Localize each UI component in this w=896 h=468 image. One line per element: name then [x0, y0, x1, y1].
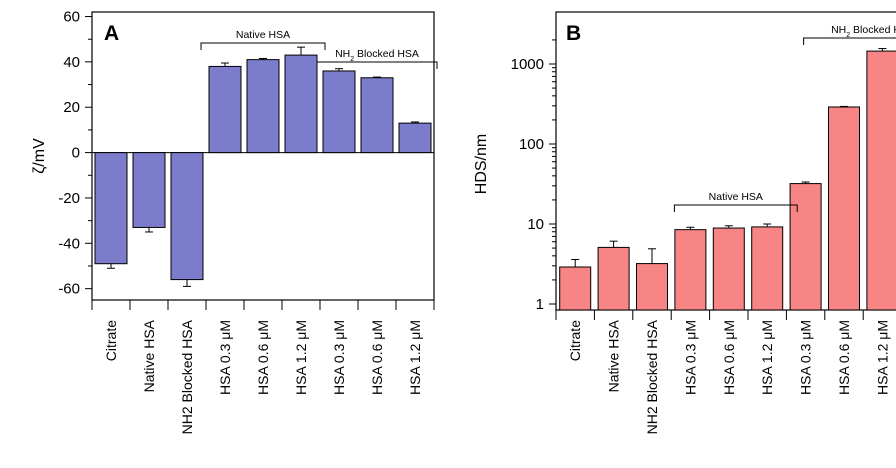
- x-tick-label: NH2 Blocked HSA: [179, 319, 195, 434]
- x-tick-label: HSA 1.2 μM: [293, 320, 309, 395]
- x-tick-label: HSA 0.3 μM: [682, 320, 698, 395]
- x-tick-label: NH2 Blocked HSA: [644, 319, 660, 434]
- panel-a-bars: [92, 46, 434, 287]
- x-tick-label: HSA 1.2 μM: [759, 320, 775, 395]
- y-tick-label: -60: [58, 281, 80, 298]
- x-tick-label: Citrate: [103, 320, 119, 361]
- annotation-bracket-0: [673, 204, 798, 212]
- y-tick-label: 60: [63, 9, 80, 26]
- x-tick-label: HSA 0.3 μM: [217, 320, 233, 395]
- bar: [284, 54, 318, 154]
- bar: [360, 77, 394, 154]
- panel-a-ylabel: ζ/mV: [31, 138, 48, 174]
- y-tick-label: 1: [536, 296, 544, 313]
- bar: [246, 59, 280, 154]
- bar: [322, 70, 356, 154]
- annotation-label-1: NH2 Blocked HSA: [831, 24, 896, 39]
- x-tick-label: HSA 0.6 μM: [255, 320, 271, 395]
- bar: [132, 152, 166, 228]
- y-tick-label: 40: [63, 54, 80, 71]
- x-tick-label: HSA 0.3 μM: [798, 320, 814, 395]
- bar: [559, 266, 592, 311]
- y-tick-label: -20: [58, 190, 80, 207]
- y-tick-label: 20: [63, 99, 80, 116]
- bar: [170, 152, 204, 281]
- panel-b-y-axis: 1000 100 10 1: [511, 39, 556, 313]
- y-tick-label: 10: [527, 216, 544, 233]
- panel-a-x-axis: Citrate Native HSA NH2 Blocked HSA HSA 0.3 …: [91, 300, 435, 434]
- y-tick-label: 1000: [511, 56, 544, 73]
- bar: [751, 226, 784, 311]
- annotation-label-1: NH2 Blocked HSA: [335, 48, 419, 63]
- x-tick-label: HSA 0.6 μM: [721, 320, 737, 395]
- bar: [94, 152, 128, 265]
- bar: [208, 65, 242, 154]
- y-tick-label: 100: [519, 136, 544, 153]
- x-tick-label: Native HSA: [606, 319, 622, 392]
- panel-a-annotations: Native HSA NH2 Blocked HSA: [200, 29, 438, 69]
- y-tick-label: 0: [72, 145, 80, 162]
- bar: [636, 263, 668, 311]
- annotation-label-0: Native HSA: [236, 29, 290, 41]
- panel-a-zeta-potential: A ζ/mV 60 40 20 0 -20 -40 -60 Citrate Native HS…: [31, 9, 438, 434]
- x-tick-label: HSA 0.3 μM: [331, 320, 347, 395]
- bar: [866, 50, 896, 311]
- y-tick-label: -40: [58, 235, 80, 252]
- panel-b-x-axis: Citrate Native HSA NH2 Blocked HSA HSA 0.3 …: [555, 310, 890, 434]
- x-tick-label: Citrate: [567, 320, 583, 361]
- x-tick-label: HSA 1.2 μM: [407, 320, 423, 395]
- panel-b-annotations: Native HSA NH2 Blocked HSA: [673, 24, 896, 212]
- panel-b-ylabel: HDS/nm: [473, 134, 490, 194]
- x-tick-label: HSA 0.6 μM: [836, 320, 852, 395]
- annotation-label-0: Native HSA: [709, 191, 763, 203]
- bar: [597, 246, 630, 311]
- annotation-bracket-1: [803, 37, 896, 45]
- x-tick-label: Native HSA: [141, 319, 157, 392]
- panel-a-letter: A: [104, 22, 119, 45]
- panel-b-letter: B: [566, 22, 581, 45]
- annotation-bracket-1: [316, 61, 438, 69]
- bar: [674, 229, 707, 311]
- panel-b-hydrodynamic-size: B HDS/nm 1000 100 10 1 Citrate Native HSA NH2…: [473, 11, 896, 434]
- bar: [789, 183, 822, 311]
- bar: [398, 122, 432, 154]
- x-tick-label: HSA 1.2 μM: [874, 320, 890, 395]
- panel-b-bars: [559, 48, 896, 311]
- x-tick-label: HSA 0.6 μM: [369, 320, 385, 395]
- annotation-bracket-0: [200, 42, 326, 50]
- bar: [712, 227, 745, 311]
- bar: [828, 106, 860, 311]
- panel-a-y-axis: 60 40 20 0 -20 -40 -60: [58, 9, 92, 298]
- panel-a-plot-frame: [91, 11, 435, 301]
